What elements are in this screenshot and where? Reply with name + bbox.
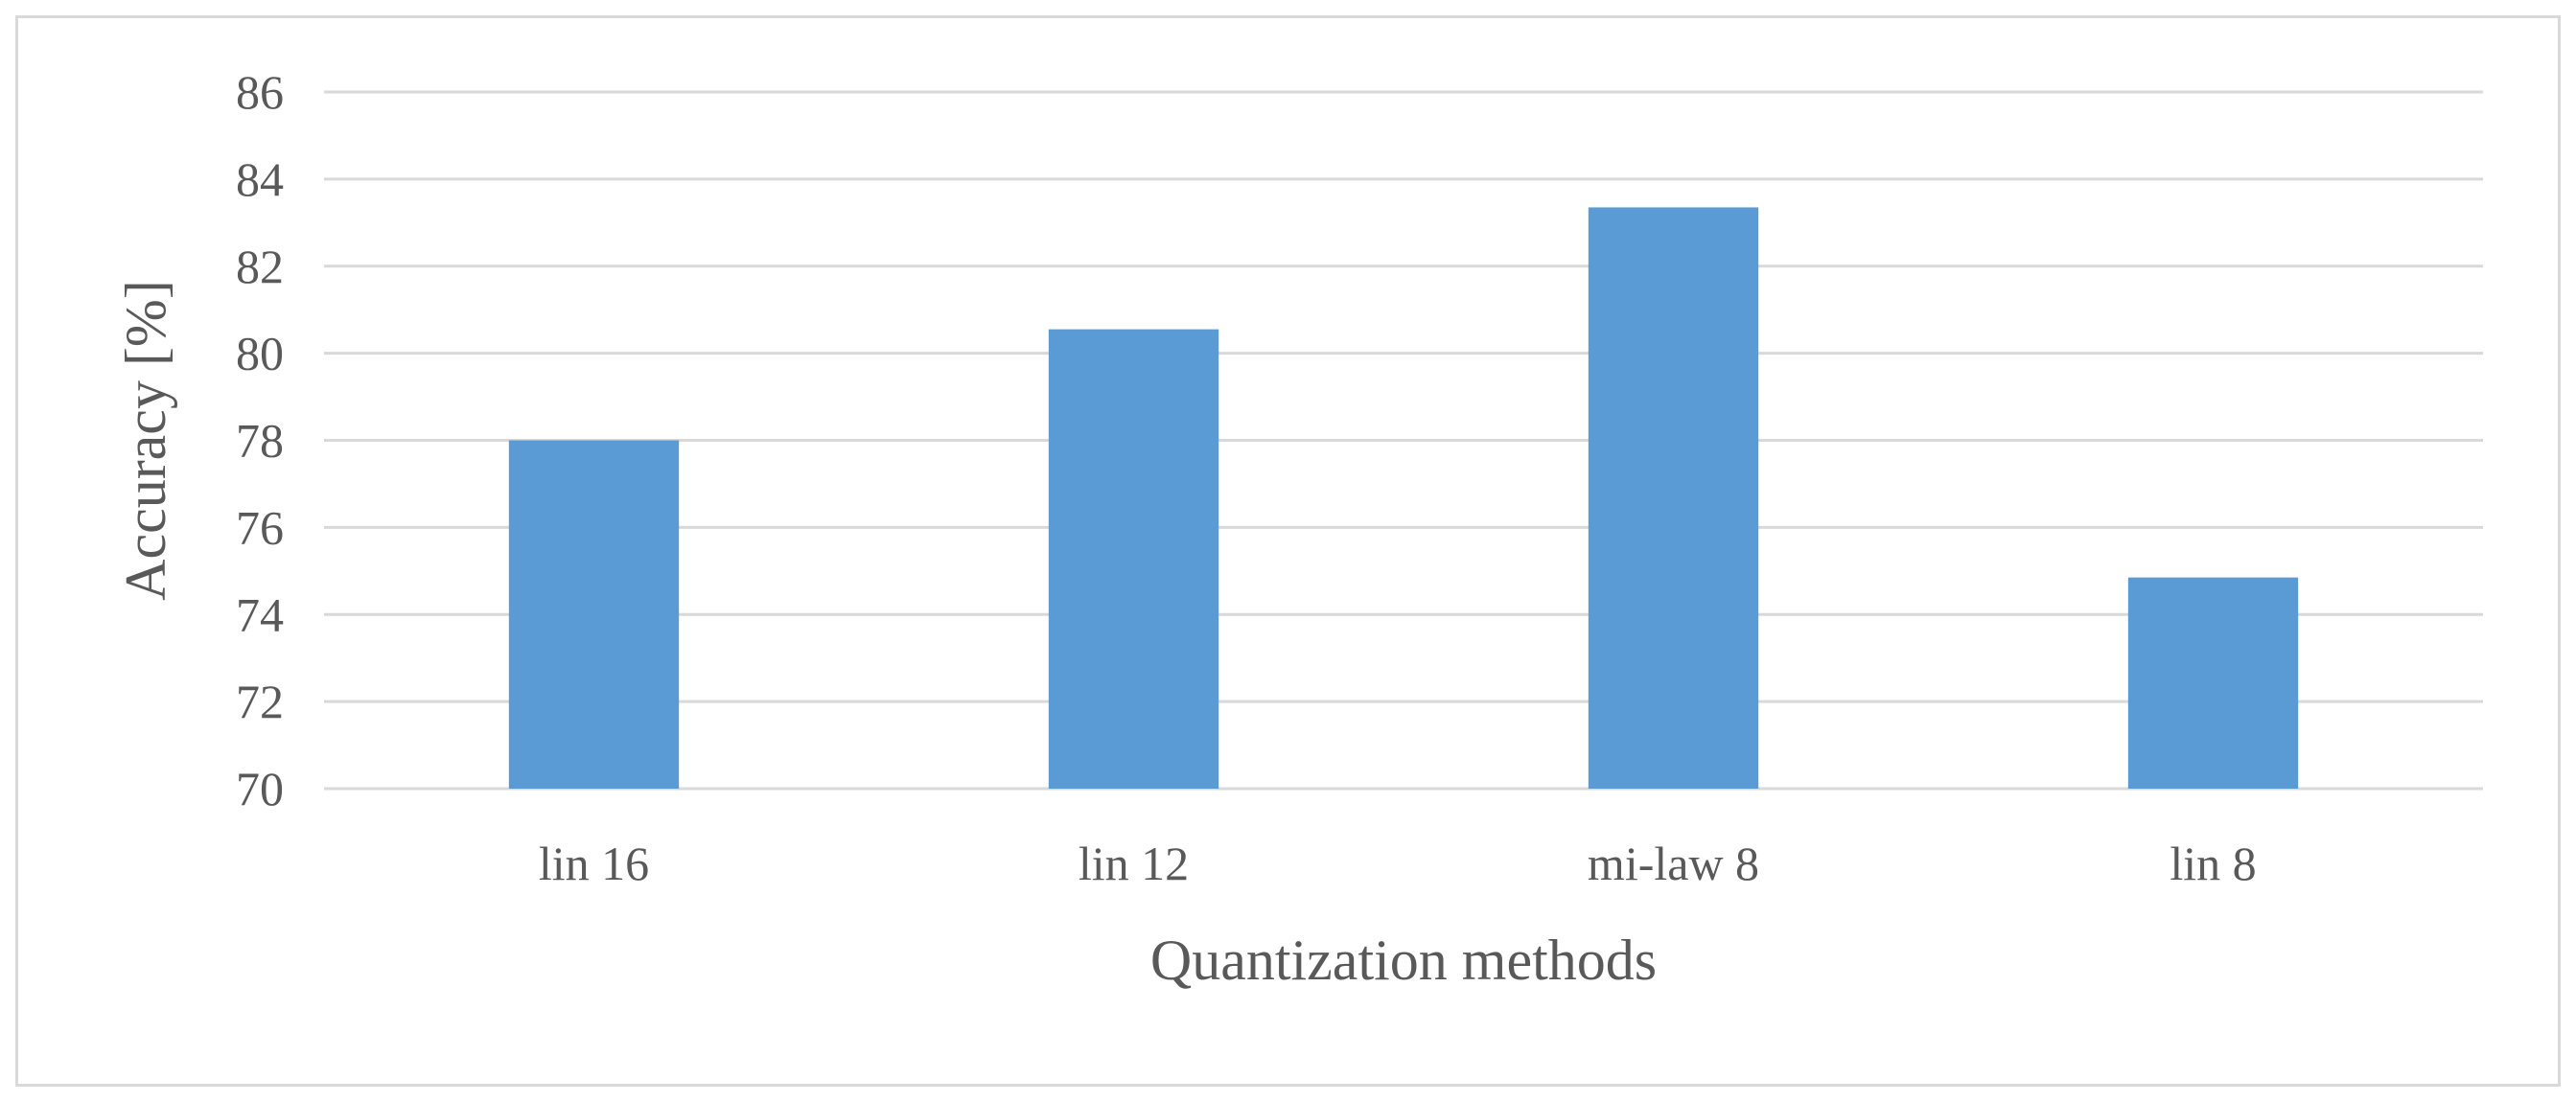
chart-frame xyxy=(15,15,2561,1087)
bar-lin-16 xyxy=(508,440,680,789)
y-axis-title: Accuracy [%] xyxy=(114,280,177,601)
x-category-label: lin 16 xyxy=(539,837,649,890)
y-tick-label: 74 xyxy=(236,587,284,641)
x-axis-title: Quantization methods xyxy=(1150,929,1657,992)
x-category-label: lin 8 xyxy=(2170,837,2256,890)
bars xyxy=(508,207,2299,790)
bar-lin-8 xyxy=(2127,577,2299,789)
y-tick-label: 86 xyxy=(236,65,284,119)
gridlines xyxy=(324,90,2483,791)
y-tick-label: 78 xyxy=(236,414,284,468)
bar-mi-law-8 xyxy=(1588,207,1759,790)
y-tick-label: 80 xyxy=(236,327,284,380)
x-category-labels: lin 16 lin 12 mi-law 8 lin 8 xyxy=(539,837,2257,890)
y-tick-label: 70 xyxy=(236,762,284,815)
y-tick-label: 82 xyxy=(236,240,284,293)
bar-lin-12 xyxy=(1048,329,1219,789)
x-category-label: lin 12 xyxy=(1079,837,1189,890)
y-tick-label: 76 xyxy=(236,500,284,554)
y-tick-label: 84 xyxy=(236,152,284,206)
y-tick-labels: 70 72 74 76 78 80 82 84 86 xyxy=(236,65,284,815)
y-tick-label: 72 xyxy=(236,675,284,728)
x-category-label: mi-law 8 xyxy=(1588,837,1759,890)
